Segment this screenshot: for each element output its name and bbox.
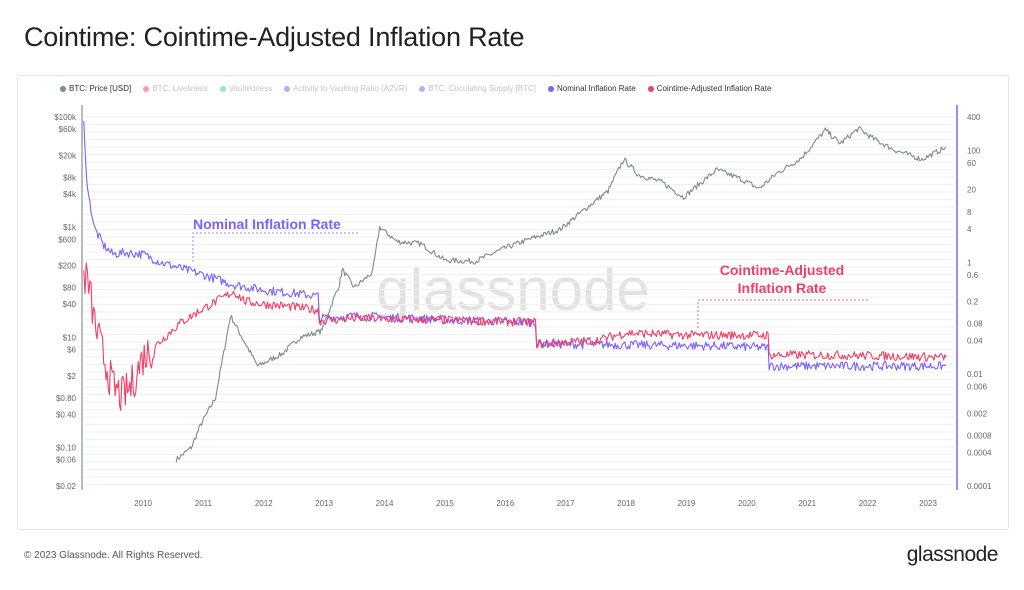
legend-item[interactable]: BTC: Price [USD] xyxy=(60,84,131,93)
left-tick-label: $2 xyxy=(67,372,76,381)
left-tick-label: $10 xyxy=(63,333,77,342)
page-title: Cointime: Cointime-Adjusted Inflation Ra… xyxy=(24,22,525,52)
legend-label: Vaultedness xyxy=(228,84,273,93)
left-tick-label: $80 xyxy=(63,284,77,293)
x-tick-label: 2022 xyxy=(859,499,877,508)
x-tick-label: 2020 xyxy=(738,499,756,508)
legend-item[interactable]: Activity to Vaulting Ratio (A2VR) xyxy=(284,84,407,93)
annotation-nominal: Nominal Inflation Rate xyxy=(193,216,341,232)
annotation-cointime-2: Inflation Rate xyxy=(738,280,827,296)
right-tick-label: 0.2 xyxy=(967,298,979,307)
left-tick-label: $200 xyxy=(58,262,76,271)
right-tick-label: 0.6 xyxy=(967,271,979,280)
left-tick-label: $0.10 xyxy=(56,443,77,452)
legend-label: BTC: Price [USD] xyxy=(69,84,132,93)
right-tick-label: 0.08 xyxy=(967,320,983,329)
legend-label: BTC: Circulating Supply [BTC] xyxy=(428,84,536,93)
x-tick-label: 2017 xyxy=(557,499,575,508)
series-line-btc-price-usd- xyxy=(175,126,947,463)
left-tick-label: $60k xyxy=(59,125,77,134)
x-tick-label: 2011 xyxy=(195,499,213,508)
left-tick-label: $8k xyxy=(63,173,77,182)
right-tick-label: 0.0008 xyxy=(967,432,992,441)
left-tick-label: $1k xyxy=(63,223,77,232)
right-tick-label: 1 xyxy=(967,258,972,267)
right-tick-label: 8 xyxy=(967,208,972,217)
x-tick-label: 2016 xyxy=(496,499,514,508)
left-tick-label: $0.06 xyxy=(56,456,77,465)
right-tick-label: 20 xyxy=(967,186,976,195)
x-tick-label: 2021 xyxy=(798,499,816,508)
right-tick-label: 0.0004 xyxy=(967,448,992,457)
right-tick-label: 0.01 xyxy=(967,370,983,379)
legend-item[interactable]: Vaultedness xyxy=(219,84,273,93)
glassnode-logo: glassnode xyxy=(906,543,999,566)
x-tick-label: 2023 xyxy=(919,499,937,508)
x-tick-label: 2014 xyxy=(376,499,394,508)
right-tick-label: 400 xyxy=(967,113,981,122)
copyright: © 2023 Glassnode. All Rights Reserved. xyxy=(24,550,203,561)
series-line-cointime-adjusted-inflation-rate xyxy=(83,262,947,411)
right-tick-label: 4 xyxy=(967,225,972,234)
x-tick-label: 2015 xyxy=(436,499,454,508)
left-tick-label: $0.02 xyxy=(56,482,77,491)
legend-dot-icon xyxy=(647,85,654,92)
left-tick-label: $4k xyxy=(63,190,77,199)
legend-item[interactable]: BTC: Circulating Supply [BTC] xyxy=(419,84,536,93)
legend-label: BTC: Liveliness xyxy=(152,84,208,93)
left-tick-label: $6 xyxy=(67,346,76,355)
series-line-nominal-inflation-rate xyxy=(83,120,947,372)
x-tick-label: 2018 xyxy=(617,499,635,508)
legend-dot-icon xyxy=(419,85,426,92)
legend-item[interactable]: Cointime-Adjusted Inflation Rate xyxy=(647,84,772,93)
legend-dot-icon xyxy=(143,85,150,92)
left-tick-label: $0.80 xyxy=(56,394,77,403)
right-tick-label: 60 xyxy=(967,159,976,168)
legend-dot-icon xyxy=(284,85,291,92)
legend-dot-icon xyxy=(547,85,554,92)
right-tick-label: 0.04 xyxy=(967,337,983,346)
legend-item[interactable]: BTC: Liveliness xyxy=(143,84,208,93)
x-tick-label: 2012 xyxy=(255,499,273,508)
x-tick-label: 2019 xyxy=(678,499,696,508)
legend-label: Activity to Vaulting Ratio (A2VR) xyxy=(293,84,408,93)
right-tick-label: 100 xyxy=(967,147,981,156)
legend-item[interactable]: Nominal Inflation Rate xyxy=(547,84,636,93)
legend-label: Nominal Inflation Rate xyxy=(556,84,636,93)
left-tick-label: $100k xyxy=(54,113,77,122)
left-tick-label: $600 xyxy=(58,235,76,244)
right-tick-label: 0.006 xyxy=(967,383,988,392)
legend-label: Cointime-Adjusted Inflation Rate xyxy=(656,84,772,93)
right-tick-label: 0.002 xyxy=(967,409,988,418)
chart-legend: BTC: Price [USD] BTC: Liveliness Vaultedne… xyxy=(60,84,771,93)
x-tick-label: 2013 xyxy=(315,499,333,508)
chart-card xyxy=(17,75,1009,530)
left-tick-label: $20k xyxy=(59,152,77,161)
annotation-nominal-leader xyxy=(192,232,360,262)
legend-dot-icon xyxy=(219,85,226,92)
annotation-cointime-1: Cointime-Adjusted xyxy=(720,262,844,278)
right-tick-label: 0.0001 xyxy=(967,482,992,491)
legend-dot-icon xyxy=(60,85,66,92)
x-tick-label: 2010 xyxy=(134,499,152,508)
annotation-cointime-leader xyxy=(697,299,868,328)
left-tick-label: $0.40 xyxy=(56,410,77,419)
left-tick-label: $40 xyxy=(63,300,77,309)
